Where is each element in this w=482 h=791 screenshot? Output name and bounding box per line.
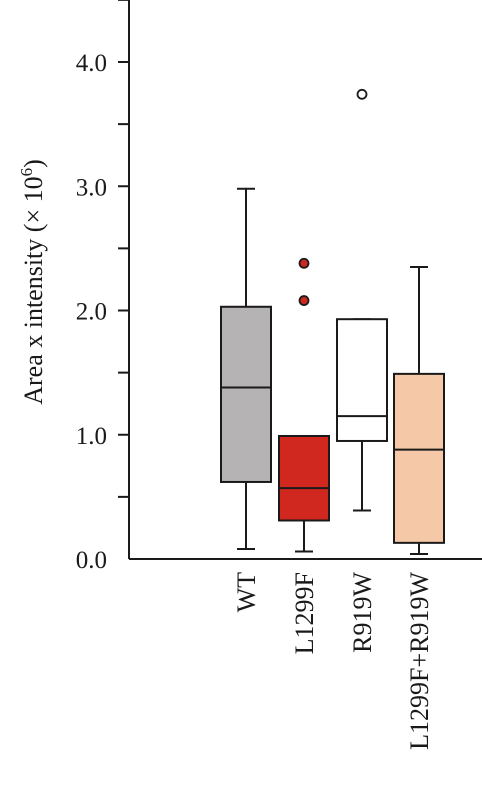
iqr-box [278, 434, 330, 522]
outlier-point [356, 88, 368, 100]
box-group-l1299f [278, 257, 330, 553]
y-tick-label: 4.0 [76, 50, 107, 77]
iqr-box [393, 372, 445, 544]
iqr-box [220, 305, 272, 483]
boxes [220, 88, 445, 556]
outlier-point [298, 257, 310, 269]
x-tick-label: WT [232, 572, 261, 613]
axes [128, 0, 482, 560]
x-tick-label: R919W [348, 572, 377, 653]
y-tick-label: 2.0 [76, 299, 107, 326]
y-axis-title: Area x intensity (× 106) [17, 159, 48, 405]
box-group-l1299f-r919w [393, 266, 445, 556]
y-tick-label: 1.0 [76, 423, 107, 450]
box-group-wt [220, 187, 272, 551]
x-tick-label: L1299F [290, 572, 319, 654]
iqr-box [336, 318, 388, 442]
x-tick-labels: WT L1299F R919W L1299F+R919W [232, 572, 434, 750]
box-group-r919w [336, 88, 388, 512]
outlier-point [298, 295, 310, 306]
y-ticks: 0.0 1.0 2.0 3.0 4.0 [76, 0, 129, 574]
x-tick-label: L1299F+R919W [405, 572, 434, 750]
y-tick-label: 3.0 [76, 174, 107, 201]
y-tick-label: 0.0 [76, 547, 107, 574]
